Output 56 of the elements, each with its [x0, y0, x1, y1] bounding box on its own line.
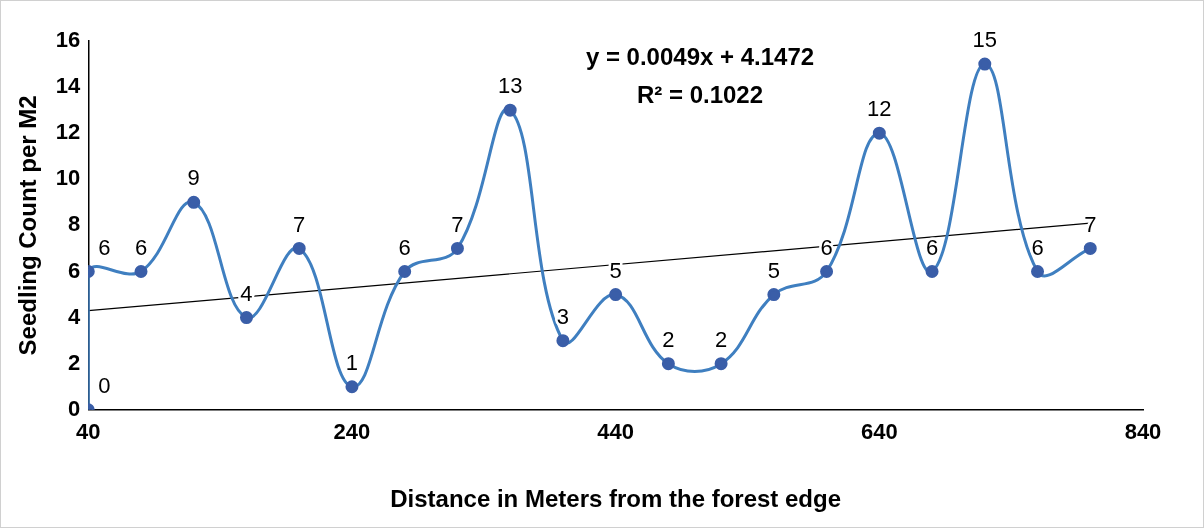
- data-label: 7: [451, 211, 464, 237]
- y-tick-label: 10: [55, 165, 81, 191]
- data-label: 3: [556, 303, 570, 329]
- data-label: 0: [98, 372, 111, 398]
- point: [1031, 265, 1045, 278]
- x-tick-label: 240: [333, 419, 371, 445]
- data-label: 1: [345, 349, 359, 375]
- data-label: 6: [398, 234, 411, 260]
- data-label: 13: [497, 73, 523, 99]
- data-label: 7: [1084, 211, 1097, 237]
- data-label: 5: [767, 257, 780, 283]
- y-tick-label: 0: [68, 395, 81, 421]
- y-tick-label: 16: [55, 27, 81, 53]
- data-label: 7: [293, 211, 306, 237]
- data-label: 6: [925, 234, 939, 260]
- point: [661, 357, 675, 371]
- annotation: R² = 0.1022: [636, 80, 764, 108]
- point: [556, 334, 570, 348]
- point: [345, 380, 359, 394]
- x-tick-label: 440: [597, 419, 634, 445]
- data-label: 6: [134, 234, 148, 260]
- data-label: 9: [187, 165, 200, 191]
- point: [134, 265, 148, 278]
- point: [398, 265, 412, 278]
- point: [767, 288, 781, 302]
- point: [925, 265, 939, 278]
- annotation: y = 0.0049x + 4.1472: [585, 42, 815, 70]
- y-tick-label: 4: [68, 303, 82, 329]
- point: [292, 241, 306, 255]
- point: [872, 126, 886, 140]
- point: [978, 57, 992, 71]
- point: [503, 103, 517, 117]
- x-axis-title: Distance in Meters from the forest edge: [390, 485, 842, 513]
- data-label: 12: [867, 96, 892, 122]
- data-label: 2: [662, 326, 675, 352]
- data-label: 15: [972, 27, 998, 53]
- data-label: 5: [609, 257, 622, 283]
- y-tick-label: 8: [68, 211, 81, 237]
- point: [609, 288, 623, 302]
- point: [820, 265, 834, 278]
- y-tick-label: 2: [68, 349, 81, 375]
- y-tick-label: 6: [68, 257, 81, 283]
- point: [187, 195, 201, 209]
- point: [1083, 241, 1097, 255]
- point: [450, 241, 464, 255]
- point: [714, 357, 728, 371]
- y-tick-label: 14: [55, 73, 82, 99]
- data-label: 6: [1031, 234, 1044, 260]
- y-tick-label: 12: [55, 119, 81, 145]
- data-label: 2: [714, 326, 728, 352]
- x-tick-label: 640: [860, 419, 898, 445]
- point: [239, 311, 253, 325]
- data-label: 6: [98, 234, 111, 260]
- x-tick-label: 40: [76, 419, 101, 445]
- y-axis-title: Seedling Count per M2: [14, 95, 42, 356]
- x-tick-label: 840: [1124, 419, 1162, 445]
